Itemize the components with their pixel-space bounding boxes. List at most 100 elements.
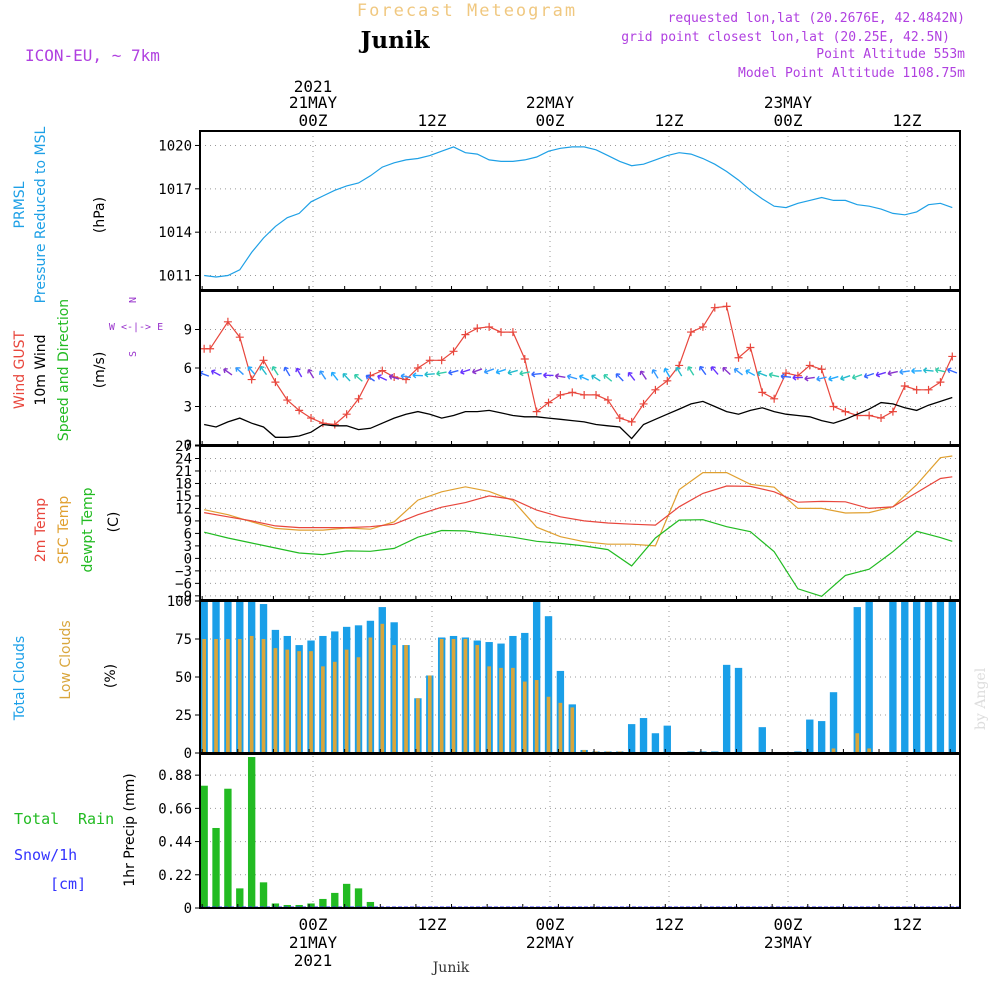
temp-label-dewpt: dewpt Temp [80, 487, 96, 572]
low-cloud-bar [475, 645, 480, 753]
wind-direction-arrow [319, 370, 327, 380]
total-cloud-bar [924, 601, 933, 753]
low-cloud-bar [273, 648, 278, 753]
pressure-ytick-label: 1020 [158, 138, 192, 154]
gust-marker [307, 414, 316, 423]
wind-arrow-shaft [899, 370, 910, 373]
wind-direction-arrow [699, 365, 707, 376]
pressure-frame [199, 130, 961, 291]
wind-arrow-shaft [579, 375, 589, 381]
wind-arrow-shaft [199, 372, 210, 377]
wind-direction-arrow [210, 369, 221, 377]
low-cloud-bar [249, 635, 254, 753]
gust-marker [259, 356, 268, 365]
temp-ytick-label: −6 [175, 576, 192, 592]
wind-arrow-shaft [757, 371, 768, 377]
wind-arrow-head [722, 366, 727, 372]
wind-arrow-head [875, 371, 881, 378]
gust-marker [413, 364, 422, 372]
gust-marker [295, 406, 304, 415]
wind-direction-arrow [259, 365, 268, 376]
gust-marker [865, 411, 874, 420]
wind-arrow-head [377, 374, 382, 380]
wind-direction-arrow [816, 375, 827, 382]
clouds-panel [200, 601, 956, 753]
gust-marker [592, 390, 601, 399]
gust-marker [544, 398, 553, 407]
compass-north: N [128, 297, 139, 303]
wind-arrow-shaft [307, 369, 315, 379]
bottom-year-label: 2021 [294, 951, 333, 970]
rain-bar [283, 904, 291, 908]
bottom-hour-labels: 00Z 12Z 00Z 12Z 00Z 12Z [299, 915, 922, 934]
wind-direction-arrow [757, 370, 768, 377]
gust-marker [425, 356, 434, 365]
wind-arrow-head [578, 374, 584, 380]
wind-arrow-head [816, 375, 821, 382]
wind-arrow-head [235, 367, 241, 372]
total-cloud-bar [532, 601, 541, 753]
wind-direction-arrow [388, 373, 400, 380]
gust-marker [283, 396, 292, 405]
point-altitude: Point Altitude 553m [816, 47, 965, 62]
wind-direction-arrow [675, 366, 683, 377]
total-cloud-bar [948, 601, 956, 753]
wind-arrow-shaft [400, 375, 412, 379]
location-title: Junik [359, 27, 431, 54]
low-cloud-bar [261, 639, 266, 753]
wind-arrow-shaft [331, 371, 339, 381]
wind-ytick-label: 3 [184, 400, 192, 416]
low-cloud-bar [463, 639, 468, 753]
top-hour-labels: 00Z 12Z 00Z 12Z 00Z 12Z [299, 111, 922, 130]
gust-marker [461, 330, 470, 339]
wind-arrow-shaft [722, 367, 731, 376]
wind-arrow-shaft [887, 370, 898, 375]
bottom-hour-label-5: 12Z [893, 915, 922, 934]
low-cloud-bar [451, 639, 456, 753]
gust-marker [342, 410, 351, 419]
wind-direction-arrow [342, 372, 351, 382]
wind-arrow-head [911, 367, 916, 375]
gust-marker [354, 394, 363, 403]
wind-arrow-shaft [342, 373, 351, 382]
wind-arrow-head [923, 367, 928, 374]
gust-marker [235, 333, 244, 342]
wind-direction-arrow [519, 370, 530, 377]
wind-arrow-head [566, 373, 572, 380]
chart-title: Forecast Meteogram [357, 1, 577, 21]
gust-marker [782, 369, 791, 378]
pressure-label-msl: Pressure Reduced to MSL [33, 126, 49, 303]
wind-arrow-head [804, 375, 809, 382]
clouds-ytick-label: 50 [175, 670, 192, 686]
gust-marker [888, 407, 897, 416]
wind-arrow-head [507, 369, 512, 376]
low-cloud-bar [202, 639, 206, 753]
wind-arrow-head [710, 366, 716, 371]
rain-bar [342, 883, 351, 908]
wind-direction-arrow [603, 374, 613, 382]
gust-marker [271, 378, 280, 387]
bottom-day-label-2: 22MAY [526, 933, 575, 952]
gust-marker [437, 356, 446, 365]
wind-arrow-head [768, 372, 774, 378]
grid-lines [200, 131, 960, 909]
rain-bar [307, 903, 315, 908]
gust-marker [687, 328, 696, 337]
wind-arrow-shaft [947, 368, 958, 374]
wind-direction-arrow [365, 374, 375, 382]
wind-direction-arrow [768, 372, 780, 378]
temp-ytick-label: 21 [175, 464, 192, 480]
wind-direction-arrow [627, 371, 636, 381]
gust-marker [758, 388, 767, 397]
low-cloud-bar [867, 748, 871, 753]
wind-arrow-shaft [664, 368, 671, 378]
wind-direction-arrow [651, 369, 659, 379]
wind-arrow-shaft [211, 370, 221, 377]
wind-arrow-shaft [507, 369, 518, 374]
wind-arrow-head [223, 368, 228, 374]
wind-arrow-shaft [640, 370, 647, 380]
low-cloud-bar [226, 639, 230, 753]
wind-ytick-label: 0 [184, 438, 192, 454]
wind-arrow-shaft [628, 372, 636, 381]
top-hour-label-4: 00Z [774, 111, 803, 130]
